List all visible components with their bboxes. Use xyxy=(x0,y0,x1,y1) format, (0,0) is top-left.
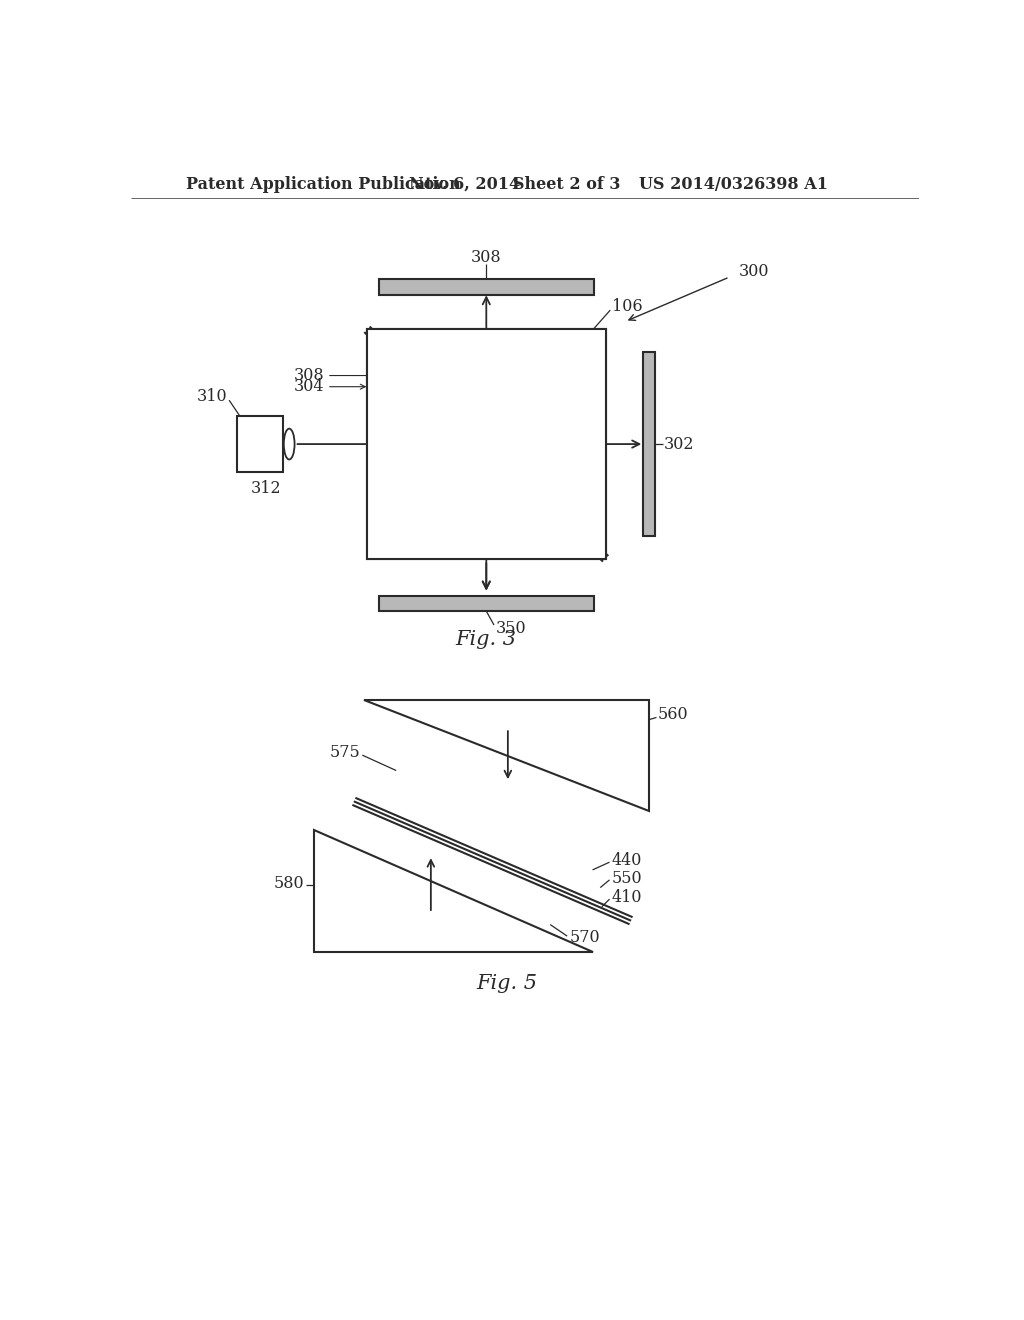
Bar xyxy=(237,416,283,471)
Text: US 2014/0326398 A1: US 2014/0326398 A1 xyxy=(639,176,827,193)
Text: 410: 410 xyxy=(611,890,642,906)
Bar xyxy=(379,280,594,294)
Text: 304: 304 xyxy=(294,379,325,395)
Text: Fig. 3: Fig. 3 xyxy=(456,630,517,649)
Text: 310: 310 xyxy=(197,388,227,405)
Bar xyxy=(379,595,594,611)
Bar xyxy=(367,330,605,558)
Text: 106: 106 xyxy=(611,298,642,314)
Text: 302: 302 xyxy=(665,436,694,453)
Text: 560: 560 xyxy=(658,706,688,723)
Text: 580: 580 xyxy=(274,875,304,892)
Text: 316: 316 xyxy=(500,504,530,521)
Text: 312: 312 xyxy=(251,480,282,498)
Text: 308: 308 xyxy=(471,249,502,267)
Text: Nov. 6, 2014: Nov. 6, 2014 xyxy=(410,176,520,193)
Text: Patent Application Publication: Patent Application Publication xyxy=(186,176,461,193)
Text: 314: 314 xyxy=(500,467,530,484)
Text: Sheet 2 of 3: Sheet 2 of 3 xyxy=(513,176,621,193)
Text: 300: 300 xyxy=(739,263,769,280)
Text: Fig. 5: Fig. 5 xyxy=(476,974,537,994)
Text: 550: 550 xyxy=(611,870,642,887)
Bar xyxy=(643,352,655,536)
Text: 570: 570 xyxy=(569,929,600,946)
Text: 575: 575 xyxy=(330,744,360,762)
Ellipse shape xyxy=(284,429,295,459)
Polygon shape xyxy=(364,701,649,812)
Text: 440: 440 xyxy=(611,853,642,869)
Text: 308: 308 xyxy=(294,367,325,384)
Text: 322: 322 xyxy=(390,383,421,400)
Text: 350: 350 xyxy=(496,619,526,636)
Polygon shape xyxy=(313,830,593,952)
Text: 320: 320 xyxy=(467,422,498,438)
Bar xyxy=(367,330,605,558)
